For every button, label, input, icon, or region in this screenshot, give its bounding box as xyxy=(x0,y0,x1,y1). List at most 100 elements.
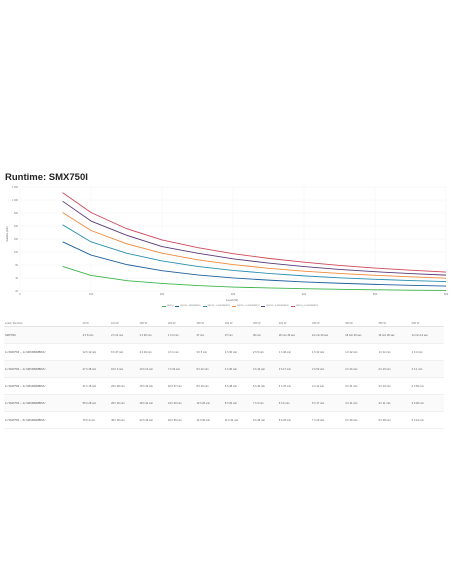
table-header-cell: 400 W xyxy=(277,320,312,327)
runtime-cell: 7 h 20 min xyxy=(311,411,345,429)
model-name: 1x SMX750I xyxy=(5,418,20,422)
runtime-cell: 6 h 6 min xyxy=(277,394,312,412)
runtime-cell: 4 h 1 min xyxy=(166,343,196,361)
runtime-cell: 2 h 1 min xyxy=(410,360,444,378)
runtime-cell: 30 min xyxy=(252,326,278,344)
runtime-cell: 56 h 28 min xyxy=(81,394,111,412)
x-tick-label: 0 xyxy=(19,292,21,296)
plus-icon: + xyxy=(20,418,22,422)
series-line xyxy=(62,241,447,287)
runtime-cell: 23 h 48 min xyxy=(110,377,139,395)
legend-label: SMX750I + SMX48RMBP2U xyxy=(180,306,201,307)
runtime-cell: 8 h 29 min xyxy=(195,377,224,395)
legend-item[interactable]: SMX750I + 4x SMX48RMBP2U xyxy=(261,306,289,307)
table-header-cell: 350 W xyxy=(252,320,278,327)
runtime-cell: 4 h 47 min xyxy=(277,377,312,395)
runtime-cell: 14 h 30 min xyxy=(195,411,224,429)
page-title: Runtime: SMX750I xyxy=(5,172,88,183)
runtime-cell: 3 h 5 min xyxy=(195,343,224,361)
model-cell: 1x SMX750I +1x SMX48RMBP2U xyxy=(4,343,82,361)
runtime-cell: 37 min xyxy=(223,326,253,344)
legend-item[interactable]: SMX750I + 3x SMX48RMBP2U xyxy=(232,306,259,307)
legend-swatch xyxy=(290,306,295,307)
runtime-cell: 40 h 30 min xyxy=(110,411,139,429)
x-tick-label: 300 xyxy=(231,292,236,296)
series-line xyxy=(62,265,447,291)
chart-series xyxy=(62,192,447,291)
y-tick-label: 60 xyxy=(15,264,18,267)
model-name: 1x SMX750I xyxy=(5,350,20,354)
y-tick-label: 600 xyxy=(14,212,19,215)
runtime-cell: 11 h 44 min xyxy=(223,411,253,429)
runtime-cell: 1 h 22 min xyxy=(344,343,378,361)
runtime-cell: 1 h 4 min xyxy=(410,343,444,361)
legend-swatch xyxy=(261,306,266,307)
y-tick-label: 1 000 xyxy=(12,186,19,189)
runtime-cell: 4 h 34 min xyxy=(138,343,167,361)
table-row: 1x SMX750I +2x SMX48RMBP2U 27 h 48 min 16 h… xyxy=(4,360,444,378)
legend-swatch xyxy=(202,306,207,307)
legend-label: SMX750I xyxy=(166,306,174,307)
runtime-cell: 47 min xyxy=(195,326,224,344)
runtime-cell: 2 h 19 min xyxy=(377,360,411,378)
model-cell: 1x SMX750I +5x SMX48RMBP2U xyxy=(4,411,82,429)
runtime-cell: 4 h 8 min xyxy=(81,326,111,344)
series-line xyxy=(62,224,447,282)
series-line xyxy=(62,200,447,276)
chart-axes: 1 000 1 000 600 400 200 100 60 40 200 100 200 300 40… xyxy=(12,186,449,296)
legend-item[interactable]: SMX750I + SMX48RMBP2U xyxy=(175,306,201,307)
legend-item[interactable]: SMX750I xyxy=(161,306,174,307)
table-header-cell: 100 W xyxy=(110,320,139,327)
legend-label: SMX750I + 3x SMX48RMBP2U xyxy=(237,306,260,307)
y-tick-label: 1 000 xyxy=(12,199,19,202)
runtime-cell: 7 h 32 min xyxy=(166,360,196,378)
runtime-cell: 5 h 40 min xyxy=(252,377,278,395)
table-header-cell: 550 W xyxy=(377,320,411,327)
series-line xyxy=(62,192,447,273)
table-header-cell: Load / Runtime xyxy=(4,320,82,327)
legend-swatch xyxy=(232,306,237,307)
legend-item[interactable]: SMX750I + 5x SMX48RMBP2U xyxy=(290,306,318,307)
x-tick-label: 500 xyxy=(373,292,378,296)
model-cell: 1x SMX750I +2x SMX48RMBP2U xyxy=(4,360,82,378)
runtime-table: Load / Runtime 60 W 100 W 150 W 200 W 250 W 30… xyxy=(4,320,444,429)
runtime-cell: 22 h 46 min xyxy=(138,411,167,429)
runtime-cell: 7 h 6 min xyxy=(252,394,278,412)
plus-icon: + xyxy=(20,384,22,388)
runtime-cell: 18 min 40 sec xyxy=(344,326,378,344)
runtime-cell: 5 h 48 min xyxy=(377,411,411,429)
x-tick-label: 200 xyxy=(160,292,165,296)
runtime-cell: 5 h 17 min xyxy=(311,394,345,412)
runtime-cell: 10 h 57 min xyxy=(166,377,196,395)
runtime-cell: 2 h 34 min xyxy=(344,360,378,378)
y-tick-label: 40 xyxy=(15,277,18,280)
runtime-cell: 70 h 4 min xyxy=(81,411,111,429)
runtime-cell: 21 min 40 sec xyxy=(311,326,345,344)
runtime-cell: 18 h 42 min xyxy=(138,394,167,412)
runtime-cell: 16 h 3 min xyxy=(110,360,139,378)
battery-pack-name: 5x SMX48RMBP2U xyxy=(22,418,46,422)
chart-legend: SMX750I SMX750I + SMX48RMBP2U SMX750I + 2x… xyxy=(100,306,380,307)
runtime-cell: 8 h 26 min xyxy=(277,411,312,429)
runtime-cell: 14 min 14 sec xyxy=(410,326,444,344)
runtime-cell: 2 h 5 min xyxy=(252,343,278,361)
runtime-cell: 6 h 29 min xyxy=(344,411,378,429)
y-tick-label: 20 xyxy=(15,290,18,293)
table-header-cell: 300 W xyxy=(223,320,253,327)
runtime-cell: 10 h 12 min xyxy=(138,360,167,378)
runtime-cell: 1 h 46 min xyxy=(277,343,312,361)
runtime-cell: 2 h 21 min xyxy=(110,326,139,344)
x-axis-label: Load (W) xyxy=(226,298,238,302)
runtime-cell: 41 h 18 min xyxy=(81,377,111,395)
runtime-cell: 3 h 46 min xyxy=(410,394,444,412)
table-header-cell: 150 W xyxy=(138,320,167,327)
legend-swatch xyxy=(161,306,166,307)
legend-item[interactable]: SMX750I + 2x SMX48RMBP2U xyxy=(202,306,230,307)
runtime-cell: 4 h 11 min xyxy=(377,394,411,412)
runtime-cell: 3 h 44 min xyxy=(252,360,278,378)
battery-pack-name: 2x SMX48RMBP2U xyxy=(22,367,46,371)
model-name: 1x SMX750I xyxy=(5,401,20,405)
table-row: 1x SMX750I +3x SMX48RMBP2U 41 h 18 min 23 h… xyxy=(4,377,444,395)
runtime-cell: 10 h 26 min xyxy=(195,394,224,412)
y-tick-label: 200 xyxy=(14,238,19,241)
